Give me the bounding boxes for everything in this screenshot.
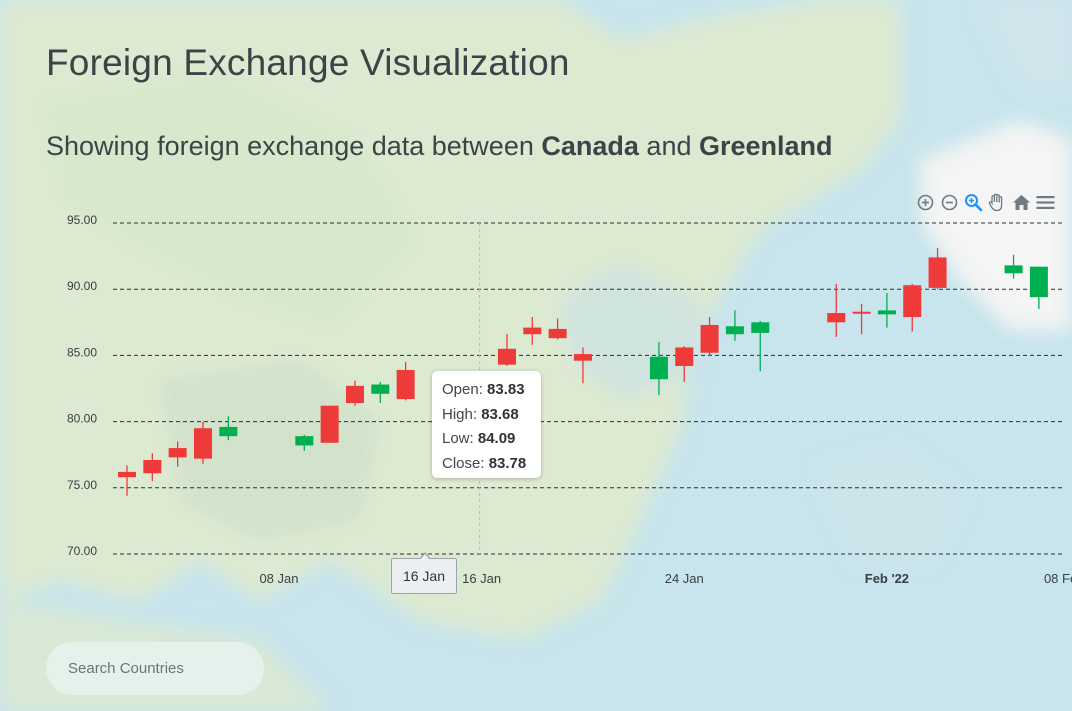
candle-body <box>168 448 187 458</box>
x-tick-label: 08 Feb <box>1044 571 1072 586</box>
tooltip-open-row: Open: 83.83 <box>442 378 531 403</box>
candle[interactable] <box>928 248 947 290</box>
country-b-name: Greenland <box>698 131 833 161</box>
candle[interactable] <box>903 283 922 332</box>
x-axis: 08 Jan 16 Jan 24 Jan Feb '22 08 Feb <box>259 571 1072 586</box>
candle-tooltip: Open: 83.83 High: 83.68 Low: 84.09 Close… <box>432 371 541 478</box>
x-tick-label: 16 Jan <box>462 571 501 586</box>
candle[interactable] <box>193 421 212 464</box>
y-axis: 95.00 90.00 85.00 80.00 75.00 70.00 <box>67 213 97 558</box>
crosshair-x-label: 16 Jan <box>391 552 457 594</box>
candle-body <box>118 471 136 478</box>
grid-lines <box>113 222 1062 555</box>
tooltip-low-value: 84.09 <box>477 430 516 447</box>
candle-body <box>143 459 162 474</box>
zoom-out-icon[interactable] <box>939 192 959 212</box>
candle[interactable] <box>548 318 567 340</box>
candle[interactable] <box>751 320 770 372</box>
y-tick-label: 75.00 <box>67 478 97 492</box>
tooltip-high-label: High: <box>442 405 478 423</box>
subtitle: Showing foreign exchange data between Ca… <box>46 131 833 162</box>
candle-body <box>1029 266 1048 298</box>
candle[interactable] <box>523 317 542 345</box>
candle[interactable] <box>143 453 162 482</box>
y-tick-label: 95.00 <box>67 213 97 227</box>
x-tick-label: 08 Jan <box>259 571 298 586</box>
y-tick-label: 85.00 <box>67 345 97 359</box>
tooltip-close-row: Close: 83.78 <box>442 452 531 477</box>
candle[interactable] <box>295 434 314 451</box>
country-search <box>46 642 264 695</box>
menu-icon[interactable] <box>1035 192 1055 212</box>
candle[interactable] <box>725 310 744 341</box>
candle-body <box>700 324 719 353</box>
candle[interactable] <box>320 405 339 443</box>
candle[interactable] <box>675 346 694 382</box>
candle-body <box>371 384 390 394</box>
y-tick-label: 80.00 <box>67 412 97 426</box>
candle[interactable] <box>168 441 187 467</box>
candle-body <box>928 257 947 288</box>
candle[interactable] <box>700 317 719 356</box>
candle[interactable] <box>219 416 238 441</box>
y-tick-label: 90.00 <box>67 279 97 293</box>
candle-body <box>295 436 314 446</box>
x-tick-label: 24 Jan <box>665 571 704 586</box>
candle-body <box>751 322 770 333</box>
subtitle-joiner: and <box>638 131 699 161</box>
candle[interactable] <box>827 283 846 337</box>
candle[interactable] <box>118 465 136 496</box>
zoom-in-icon[interactable] <box>915 192 935 212</box>
tooltip-open-value: 83.83 <box>487 381 525 398</box>
candle-body <box>219 426 238 437</box>
x-tick-label: Feb '22 <box>865 571 909 586</box>
candle[interactable] <box>877 293 896 328</box>
candle-body <box>193 428 212 459</box>
candle-body <box>675 347 694 366</box>
candle[interactable] <box>852 303 871 335</box>
reset-home-icon[interactable] <box>1011 192 1031 212</box>
candle-body <box>320 405 339 443</box>
subtitle-prefix: Showing foreign exchange data between <box>46 131 542 161</box>
country-a-name: Canada <box>541 131 639 161</box>
chart-toolbar <box>915 192 1055 212</box>
y-tick-label: 70.00 <box>67 544 97 558</box>
tooltip-high-value: 83.68 <box>481 405 519 423</box>
candle-body <box>725 326 744 335</box>
tooltip-open-label: Open: <box>442 381 483 398</box>
page-title: Foreign Exchange Visualization <box>46 42 570 83</box>
tooltip-low-label: Low: <box>442 430 474 447</box>
candle[interactable] <box>1029 266 1048 310</box>
candle-body <box>649 356 668 380</box>
candle-body <box>548 328 567 339</box>
tooltip-low-row: Low: 84.09 <box>442 427 531 452</box>
candle-body <box>1004 265 1023 274</box>
candle[interactable] <box>1004 254 1023 279</box>
candle-body <box>345 385 364 404</box>
candle-body <box>903 285 922 318</box>
candle[interactable] <box>497 334 516 366</box>
candles <box>118 248 1048 496</box>
candle-body <box>877 310 896 315</box>
candle[interactable] <box>573 347 592 384</box>
search-input[interactable] <box>46 642 264 695</box>
candle-body <box>573 354 592 361</box>
candle[interactable] <box>345 380 364 406</box>
pan-icon[interactable] <box>987 192 1007 212</box>
candle[interactable] <box>649 342 668 396</box>
candle-body <box>396 369 415 400</box>
candle-body <box>523 327 542 335</box>
candle[interactable] <box>396 362 415 401</box>
candle[interactable] <box>371 381 390 404</box>
candle-body <box>852 311 871 314</box>
tooltip-close-label: Close: <box>442 454 485 472</box>
selection-zoom-icon[interactable] <box>963 192 983 212</box>
candle-body <box>497 348 516 365</box>
tooltip-high-row: High: 83.68 <box>442 403 531 428</box>
tooltip-close-value: 83.78 <box>488 454 527 472</box>
candle-body <box>827 313 846 323</box>
